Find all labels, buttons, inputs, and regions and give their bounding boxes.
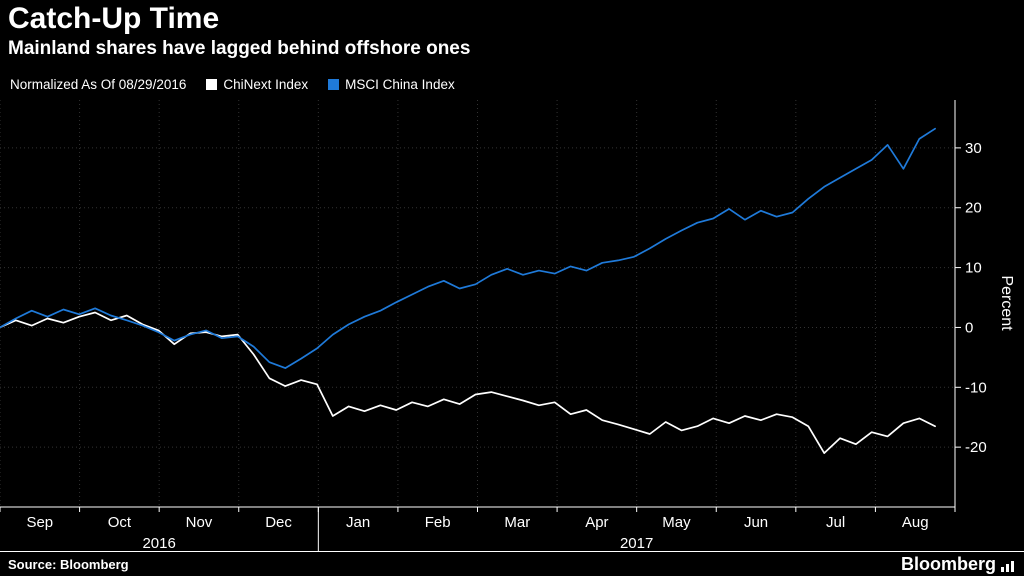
svg-text:Percent: Percent	[998, 275, 1015, 331]
svg-text:Dec: Dec	[265, 514, 292, 531]
bloomberg-chart-icon	[1001, 560, 1014, 575]
svg-text:Feb: Feb	[425, 514, 451, 531]
svg-text:10: 10	[965, 260, 982, 277]
svg-text:30: 30	[965, 140, 982, 157]
bloomberg-logo: Bloomberg	[901, 554, 1014, 575]
legend-label-msci: MSCI China Index	[345, 77, 455, 92]
footer: Source: Bloomberg Bloomberg	[0, 551, 1024, 576]
svg-text:2016: 2016	[142, 535, 175, 552]
legend: Normalized As Of 08/29/2016 ChiNext Inde…	[10, 77, 455, 92]
chart-title: Catch-Up Time	[8, 2, 220, 35]
svg-text:Aug: Aug	[902, 514, 929, 531]
svg-text:-20: -20	[965, 439, 987, 456]
chinext-line	[0, 311, 936, 454]
chart-subtitle: Mainland shares have lagged behind offsh…	[8, 38, 471, 59]
svg-text:Apr: Apr	[585, 514, 608, 531]
chinext-swatch-icon	[206, 79, 218, 90]
svg-text:-10: -10	[965, 379, 987, 396]
svg-text:2017: 2017	[620, 535, 653, 552]
svg-text:20: 20	[965, 200, 982, 217]
svg-text:Jan: Jan	[346, 514, 370, 531]
normalization-note: Normalized As Of 08/29/2016	[10, 77, 187, 92]
svg-text:Jun: Jun	[744, 514, 768, 531]
msci-line	[0, 127, 936, 369]
svg-text:0: 0	[965, 319, 973, 336]
bloomberg-wordmark: Bloomberg	[900, 553, 996, 574]
legend-item-chinext: ChiNext Index	[206, 77, 308, 92]
legend-item-msci: MSCI China Index	[328, 77, 455, 92]
source-label: Source: Bloomberg	[8, 556, 129, 572]
svg-text:Jul: Jul	[826, 514, 845, 531]
legend-label-chinext: ChiNext Index	[223, 77, 309, 92]
svg-text:Nov: Nov	[186, 514, 213, 531]
svg-text:Sep: Sep	[26, 514, 53, 531]
svg-text:Mar: Mar	[504, 514, 530, 531]
svg-text:May: May	[662, 514, 691, 531]
msci-swatch-icon	[328, 79, 340, 90]
svg-text:Oct: Oct	[108, 514, 132, 531]
